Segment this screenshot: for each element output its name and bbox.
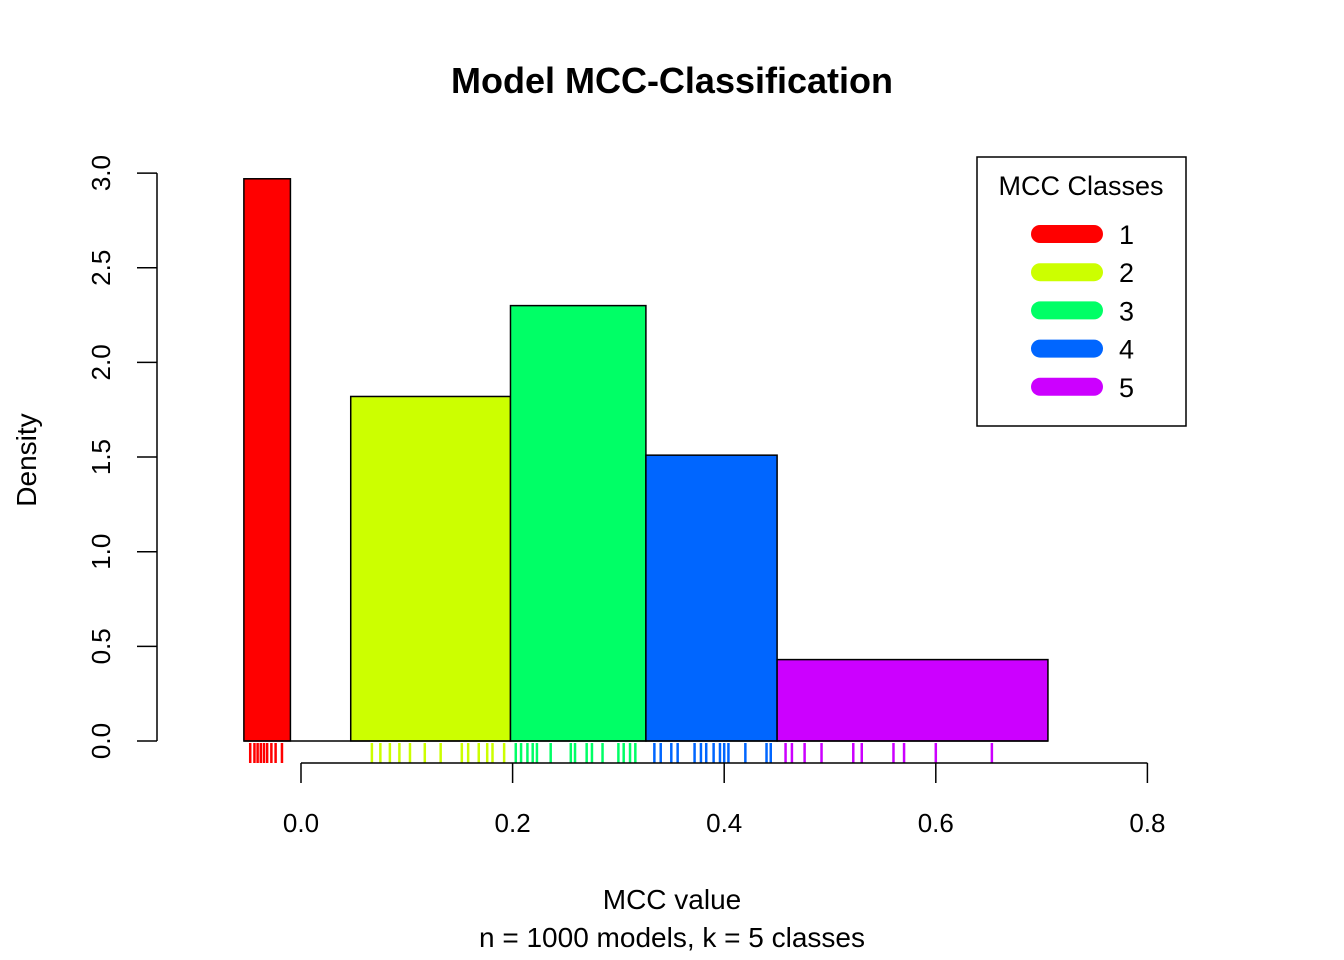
y-tick-label-6: 3.0: [86, 155, 116, 191]
y-tick-label-5: 2.5: [86, 250, 116, 286]
legend-label-3: 3: [1119, 296, 1134, 326]
histogram-bar-class-5: [776, 658, 1049, 742]
histogram-bar-class-3: [509, 304, 647, 742]
y-tick-label-1: 0.5: [86, 628, 116, 664]
legend-label-2: 2: [1119, 258, 1134, 288]
chart-subtitle: n = 1000 models, k = 5 classes: [479, 922, 865, 953]
x-tick-label-2: 0.4: [706, 808, 742, 838]
y-tick-label-2: 1.0: [86, 534, 116, 570]
y-tick-label-0: 0.0: [86, 723, 116, 759]
y-tick-label-4: 2.0: [86, 344, 116, 380]
y-axis-label: Density: [11, 413, 42, 506]
legend-label-4: 4: [1119, 335, 1134, 365]
y-axis: 0.0 0.5 1.0 1.5 2.0 2.5 3.0: [86, 155, 158, 759]
legend: MCC Classes 1 2 3 4 5: [976, 156, 1187, 427]
x-tick-label-1: 0.2: [495, 808, 531, 838]
x-tick-label-3: 0.6: [918, 808, 954, 838]
x-axis-label: MCC value: [603, 884, 741, 915]
chart-title: Model MCC-Classification: [451, 60, 893, 101]
histogram-bar-class-2: [349, 395, 512, 742]
histogram-bar-class-1: [243, 178, 292, 742]
histogram-bar-class-4: [645, 454, 778, 742]
rug-marks: [248, 743, 994, 763]
x-axis: 0.0 0.2 0.4 0.6 0.8: [283, 762, 1165, 838]
legend-label-5: 5: [1119, 373, 1134, 403]
legend-title: MCC Classes: [998, 171, 1163, 201]
x-tick-label-0: 0.0: [283, 808, 319, 838]
x-tick-label-4: 0.8: [1129, 808, 1165, 838]
y-tick-label-3: 1.5: [86, 439, 116, 475]
legend-entries: 1 2 3 4 5: [1031, 220, 1134, 403]
legend-label-1: 1: [1119, 220, 1134, 250]
histogram-bars: [243, 178, 1049, 742]
